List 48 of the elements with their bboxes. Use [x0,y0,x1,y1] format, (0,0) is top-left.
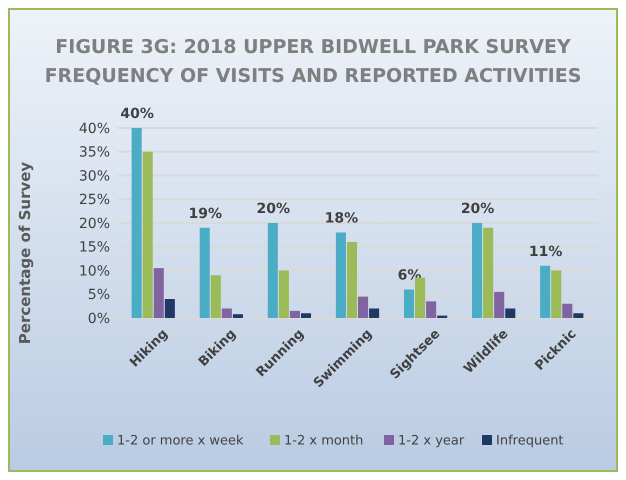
bar [346,242,357,318]
legend-label: 1-2 x month [284,434,364,449]
y-tick-label: 35% [78,144,110,161]
legend-label: 1-2 or more x week [117,434,244,449]
bar [426,301,436,318]
bar [505,308,516,318]
y-tick-label: 30% [78,168,110,184]
y-tick-label: 5% [88,287,110,304]
bar [540,266,550,318]
bar [300,313,312,318]
y-tick-label: 10% [78,263,110,280]
legend-label: Infrequent [496,434,564,449]
bar [142,152,153,318]
bar [132,128,142,318]
data-label: 20% [460,201,494,217]
bar [472,223,482,318]
data-label: 18% [324,210,358,226]
bar [278,270,289,318]
bar [222,308,232,318]
bar [290,310,300,318]
chart-subtitle: FREQUENCY OF VISITS AND REPORTED ACTIVITIES [44,65,582,87]
bar [336,232,346,318]
chart-title: FIGURE 3G: 2018 UPPER BIDWELL PARK SURVEY [55,36,571,58]
data-label: 11% [528,244,562,260]
bar [573,313,584,318]
bar [494,292,504,318]
bar [154,268,164,318]
legend-label: 1-2 x year [398,434,465,449]
y-axis-title: Percentage of Survey [16,162,34,344]
data-label: 40% [120,106,154,122]
bar [551,270,562,318]
y-tick-label: 15% [78,240,110,256]
data-label: 19% [188,206,222,222]
bar [200,228,210,318]
bar [562,304,572,318]
y-tick-label: 25% [78,192,110,208]
bar [164,299,175,318]
bar [369,308,380,318]
y-tick-label: 20% [78,216,110,232]
bar [358,296,368,318]
bar [210,275,221,318]
bar [268,223,278,318]
bar [404,290,414,318]
bar [483,228,494,318]
y-tick-label: 0% [88,310,110,327]
y-tick-label: 40% [78,120,110,137]
data-label: 20% [256,201,290,217]
bar [232,314,243,318]
